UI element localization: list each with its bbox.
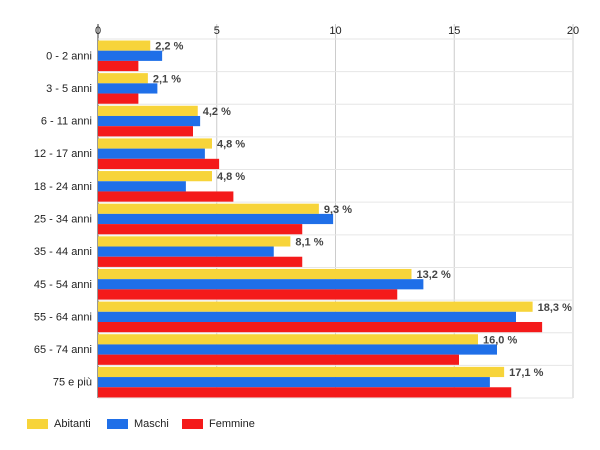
data-label-abitanti: 17,1 % xyxy=(509,367,543,379)
bar-femmine-65-74-anni[interactable] xyxy=(98,354,459,365)
category-label: 6 - 11 anni xyxy=(41,116,92,128)
x-tick-label: 20 xyxy=(567,25,579,37)
bar-maschi-6-11-anni[interactable] xyxy=(98,115,201,127)
bar-femmine-45-54-anni[interactable] xyxy=(98,289,398,300)
x-tick-label: 5 xyxy=(214,25,220,37)
category-label: 75 e più xyxy=(53,377,92,389)
grid xyxy=(97,24,574,399)
bar-femmine-3-5-anni[interactable] xyxy=(98,93,139,104)
bar-abitanti-65-74-anni[interactable] xyxy=(98,334,478,345)
bar-maschi-0-2-anni[interactable] xyxy=(98,50,163,61)
bars xyxy=(98,40,543,398)
legend-label-femmine: Femmine xyxy=(209,418,255,430)
bar-abitanti-3-5-anni[interactable] xyxy=(98,73,148,84)
data-label-abitanti: 4,8 % xyxy=(217,139,245,151)
data-label-abitanti: 18,3 % xyxy=(538,302,572,314)
population-age-bar-chart: 0 5 10 15 20 0 - 2 anni 3 - 5 anni 6 - 11 anni… xyxy=(34,24,579,399)
data-label-abitanti: 2,2 % xyxy=(155,41,183,53)
bar-femmine-55-64-anni[interactable] xyxy=(98,321,543,333)
data-label-abitanti: 2,1 % xyxy=(153,73,181,85)
category-label: 3 - 5 anni xyxy=(46,83,92,95)
legend-swatch-maschi xyxy=(107,419,128,429)
bar-abitanti-55-64-anni[interactable] xyxy=(98,301,533,312)
bar-abitanti-35-44-anni[interactable] xyxy=(98,236,291,247)
bar-femmine-25-34-anni[interactable] xyxy=(98,224,303,235)
data-label-abitanti: 8,1 % xyxy=(295,237,323,249)
data-labels: 2,2 % 2,1 % 4,2 % 4,8 % 4,8 % 9,3 % 8,1 % 13,2 … xyxy=(153,41,572,379)
data-label-abitanti: 13,2 % xyxy=(417,269,451,281)
category-label: 25 - 34 anni xyxy=(34,214,92,226)
legend-item-maschi[interactable]: Maschi xyxy=(107,414,169,434)
bar-femmine-35-44-anni[interactable] xyxy=(98,256,303,267)
category-label: 55 - 64 anni xyxy=(34,311,92,323)
legend: Abitanti Maschi Femmine xyxy=(0,414,600,434)
bar-abitanti-12-17-anni[interactable] xyxy=(98,138,212,149)
bar-abitanti-18-24-anni[interactable] xyxy=(98,171,212,182)
bar-maschi-3-5-anni[interactable] xyxy=(98,83,158,94)
category-labels: 0 - 2 anni 3 - 5 anni 6 - 11 anni 12 - 17 a… xyxy=(34,50,92,388)
bar-maschi-55-64-anni[interactable] xyxy=(98,311,516,322)
category-label: 45 - 54 anni xyxy=(34,279,92,291)
x-tick-label: 10 xyxy=(329,25,341,37)
bar-abitanti-6-11-anni[interactable] xyxy=(98,105,198,116)
x-tick-label: 0 xyxy=(95,25,101,37)
data-label-abitanti: 16,0 % xyxy=(483,334,517,346)
bar-femmine-75-e-pi[interactable] xyxy=(98,387,512,398)
legend-label-maschi: Maschi xyxy=(134,418,169,430)
category-label: 35 - 44 anni xyxy=(34,246,92,258)
bar-abitanti-75-e-pi[interactable] xyxy=(98,366,505,378)
bar-maschi-45-54-anni[interactable] xyxy=(98,279,424,290)
bar-abitanti-0-2-anni[interactable] xyxy=(98,40,151,51)
category-label: 65 - 74 anni xyxy=(34,344,92,356)
bar-abitanti-45-54-anni[interactable] xyxy=(98,268,412,280)
bar-femmine-6-11-anni[interactable] xyxy=(98,126,193,137)
legend-swatch-femmine xyxy=(182,419,203,429)
bar-maschi-12-17-anni[interactable] xyxy=(98,148,205,159)
legend-item-femmine[interactable]: Femmine xyxy=(182,414,255,434)
bar-femmine-18-24-anni[interactable] xyxy=(98,191,234,202)
category-label: 18 - 24 anni xyxy=(34,181,92,193)
x-axis-ticks: 0 5 10 15 20 xyxy=(95,25,579,37)
legend-label-abitanti: Abitanti xyxy=(54,418,91,430)
data-label-abitanti: 4,2 % xyxy=(203,106,231,118)
legend-swatch-abitanti xyxy=(27,419,48,429)
category-label: 12 - 17 anni xyxy=(34,148,92,160)
bar-maschi-65-74-anni[interactable] xyxy=(98,344,497,355)
bar-maschi-75-e-pi[interactable] xyxy=(98,377,490,388)
bar-maschi-25-34-anni[interactable] xyxy=(98,213,334,225)
legend-item-abitanti[interactable]: Abitanti xyxy=(27,414,91,434)
category-label: 0 - 2 anni xyxy=(46,50,92,62)
bar-femmine-0-2-anni[interactable] xyxy=(98,60,139,72)
bar-abitanti-25-34-anni[interactable] xyxy=(98,203,319,214)
data-label-abitanti: 9,3 % xyxy=(324,204,352,216)
bar-femmine-12-17-anni[interactable] xyxy=(98,158,220,170)
x-tick-label: 15 xyxy=(448,25,460,37)
bar-maschi-18-24-anni[interactable] xyxy=(98,181,186,192)
bar-maschi-35-44-anni[interactable] xyxy=(98,246,274,257)
data-label-abitanti: 4,8 % xyxy=(217,171,245,183)
